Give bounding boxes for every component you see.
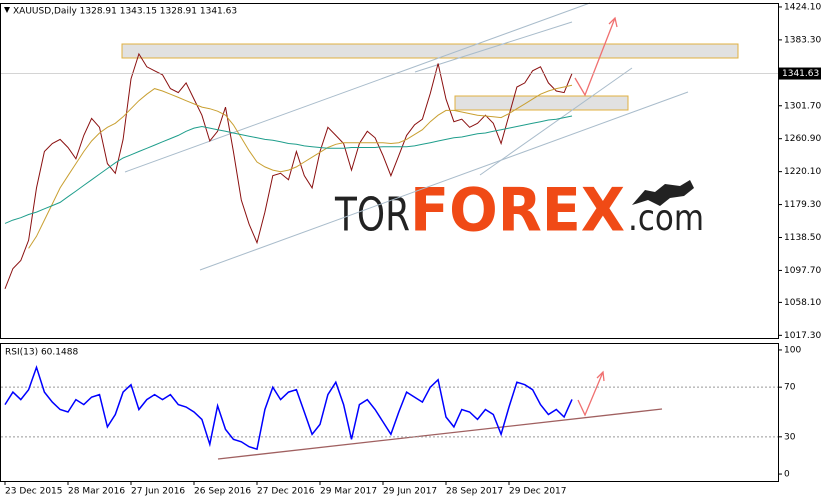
y-tick-label: 70 bbox=[784, 383, 796, 393]
series-line bbox=[4, 52, 573, 289]
series-line bbox=[4, 115, 573, 224]
watermark-text: .com bbox=[628, 198, 704, 239]
y-tick-label: 1383.30 bbox=[784, 35, 821, 45]
watermark: TOR FOREX .com bbox=[334, 176, 704, 246]
y-tick-label: 1179.30 bbox=[784, 200, 821, 210]
rsi-frame bbox=[0, 343, 779, 482]
arrows bbox=[217, 16, 663, 460]
x-tick-label: 23 Dec 2015 bbox=[5, 487, 63, 497]
x-tick-label: 27 Dec 2016 bbox=[257, 487, 315, 497]
trend-line bbox=[124, 2, 591, 173]
x-tick-label: 29 Jun 2017 bbox=[383, 487, 437, 497]
x-tick-label: 28 Mar 2016 bbox=[68, 487, 125, 497]
y-tick-label: 1017.30 bbox=[784, 331, 821, 341]
arrow bbox=[577, 371, 604, 417]
arrow bbox=[574, 17, 616, 97]
y-tick-label: 1097.70 bbox=[784, 266, 821, 276]
arrowhead bbox=[596, 370, 605, 382]
rsi-trend-line bbox=[217, 408, 663, 460]
y-tick-label: 1220.10 bbox=[784, 167, 821, 177]
y-tick-label: 1260.90 bbox=[784, 134, 821, 144]
watermark-text: FOREX bbox=[410, 176, 625, 246]
bull-icon bbox=[632, 180, 694, 206]
trend-line bbox=[199, 91, 689, 271]
trend-lines bbox=[124, 2, 689, 271]
y-tick-label: 30 bbox=[784, 432, 796, 442]
series-line bbox=[28, 84, 573, 249]
rsi-title: RSI(13) 60.1488 bbox=[5, 348, 78, 358]
y-tick-label: 1424.10 bbox=[784, 2, 821, 12]
trend-line bbox=[479, 67, 633, 176]
trend-line bbox=[414, 21, 573, 73]
x-tick-label: 26 Sep 2016 bbox=[194, 487, 251, 497]
y-tick-label: 1058.10 bbox=[784, 298, 821, 308]
current-price-label: 1341.63 bbox=[782, 69, 819, 79]
series-line bbox=[4, 364, 573, 451]
x-tick-label: 28 Sep 2017 bbox=[446, 487, 503, 497]
x-tick-label: 27 Jun 2016 bbox=[131, 487, 185, 497]
support-zone bbox=[454, 95, 629, 111]
y-tick-label: 0 bbox=[784, 470, 790, 480]
chart-title: XAUUSD,Daily 1328.91 1343.15 1328.91 134… bbox=[13, 7, 237, 17]
x-tick-label: 29 Dec 2017 bbox=[509, 487, 567, 497]
title-icon bbox=[4, 7, 10, 13]
price-frame bbox=[0, 3, 779, 339]
resistance-zone bbox=[121, 43, 739, 59]
arrowhead bbox=[608, 16, 618, 28]
current-price-box bbox=[779, 67, 821, 80]
x-tick-label: 29 Mar 2017 bbox=[320, 487, 377, 497]
y-tick-label: 1138.50 bbox=[784, 233, 821, 243]
watermark-text: TOR bbox=[334, 188, 410, 242]
y-tick-label: 100 bbox=[784, 345, 801, 355]
y-tick-label: 1301.70 bbox=[784, 101, 821, 111]
